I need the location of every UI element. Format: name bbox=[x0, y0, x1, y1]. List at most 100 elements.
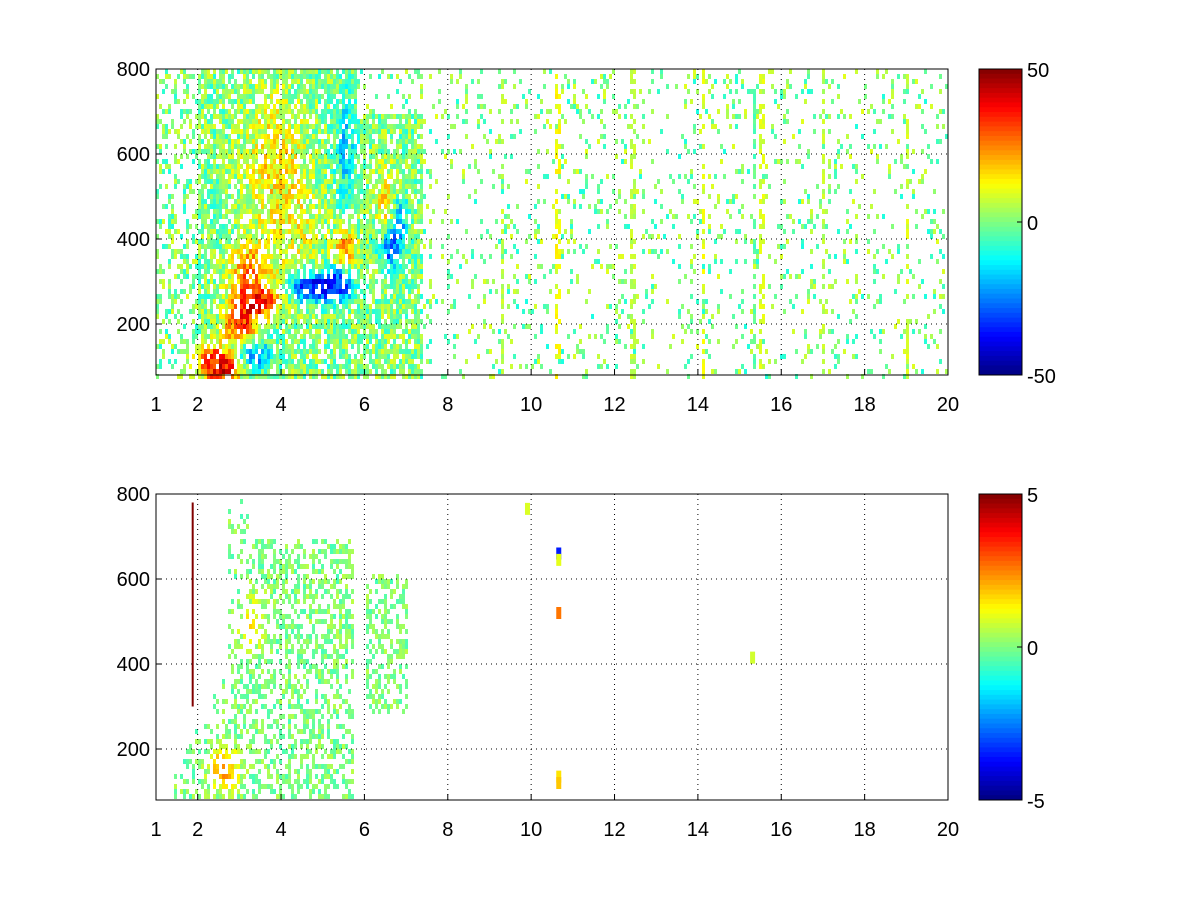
heatmap-cell bbox=[246, 109, 249, 114]
heatmap-cell bbox=[699, 114, 702, 119]
heatmap-cell bbox=[228, 219, 231, 224]
heatmap-cell bbox=[222, 234, 225, 239]
heatmap-cell bbox=[390, 329, 393, 334]
heatmap-cell bbox=[219, 279, 222, 284]
heatmap-cell bbox=[252, 94, 255, 99]
heatmap-cell bbox=[702, 374, 705, 379]
heatmap-cell bbox=[243, 359, 246, 364]
heatmap-cell bbox=[276, 79, 279, 84]
heatmap-cell bbox=[498, 139, 501, 144]
heatmap-cell bbox=[177, 74, 180, 79]
heatmap-cell bbox=[171, 309, 174, 314]
heatmap-cell bbox=[255, 104, 258, 109]
heatmap-cell bbox=[693, 254, 696, 259]
heatmap-cell bbox=[348, 69, 351, 74]
heatmap-cell bbox=[213, 294, 216, 299]
heatmap-cell bbox=[558, 119, 561, 124]
heatmap-cell bbox=[192, 319, 195, 324]
heatmap-cell bbox=[348, 89, 351, 94]
heatmap-cell bbox=[315, 374, 318, 379]
heatmap-cell bbox=[297, 369, 300, 374]
heatmap-cell bbox=[759, 359, 762, 364]
heatmap-cell bbox=[261, 134, 264, 139]
heatmap-cell bbox=[339, 209, 342, 214]
heatmap-cell bbox=[384, 139, 387, 144]
heatmap-cell bbox=[294, 324, 297, 329]
heatmap-cell bbox=[255, 294, 258, 299]
heatmap-cell bbox=[252, 119, 255, 124]
heatmap-cell bbox=[414, 109, 417, 114]
heatmap-cell bbox=[693, 124, 696, 129]
heatmap-cell bbox=[606, 364, 609, 369]
heatmap-cell bbox=[270, 184, 273, 189]
heatmap-cell bbox=[411, 374, 414, 379]
heatmap-cell bbox=[249, 339, 252, 344]
heatmap-cell bbox=[309, 219, 312, 224]
heatmap-cell bbox=[558, 254, 561, 259]
heatmap-cell bbox=[564, 74, 567, 79]
heatmap-cell bbox=[231, 159, 234, 164]
heatmap-cell bbox=[288, 94, 291, 99]
heatmap-cell bbox=[630, 69, 633, 74]
heatmap-cell bbox=[306, 294, 309, 299]
heatmap-cell bbox=[309, 319, 312, 324]
heatmap-cell bbox=[312, 239, 315, 244]
heatmap-cell bbox=[198, 144, 201, 149]
heatmap-cell bbox=[324, 74, 327, 79]
heatmap-cell bbox=[444, 154, 447, 159]
heatmap-cell bbox=[306, 179, 309, 184]
heatmap-cell bbox=[231, 254, 234, 259]
heatmap-cell bbox=[540, 264, 543, 269]
heatmap-cell bbox=[417, 299, 420, 304]
heatmap-cell bbox=[633, 69, 636, 74]
heatmap-cell bbox=[300, 339, 303, 344]
heatmap-cell bbox=[249, 209, 252, 214]
heatmap-cell bbox=[318, 339, 321, 344]
heatmap-cell bbox=[162, 129, 165, 134]
heatmap-cell bbox=[291, 339, 294, 344]
heatmap-cell bbox=[312, 149, 315, 154]
heatmap-cell bbox=[207, 259, 210, 264]
heatmap-cell bbox=[369, 234, 372, 239]
heatmap-cell bbox=[429, 359, 432, 364]
heatmap-cell bbox=[414, 179, 417, 184]
heatmap-cell bbox=[342, 69, 345, 74]
heatmap-cell bbox=[459, 369, 462, 374]
heatmap-cell bbox=[387, 359, 390, 364]
heatmap-cell bbox=[183, 364, 186, 369]
heatmap-cell bbox=[321, 194, 324, 199]
heatmap-cell bbox=[237, 69, 240, 74]
heatmap-cell bbox=[285, 164, 288, 169]
heatmap-cell bbox=[408, 284, 411, 289]
heatmap-cell bbox=[447, 269, 450, 274]
heatmap-cell bbox=[396, 159, 399, 164]
heatmap-cell bbox=[261, 349, 264, 354]
heatmap-cell bbox=[369, 339, 372, 344]
heatmap-cell bbox=[249, 79, 252, 84]
heatmap-cell bbox=[273, 69, 276, 74]
heatmap-cell bbox=[468, 194, 471, 199]
heatmap-cell bbox=[225, 169, 228, 174]
heatmap-cell bbox=[384, 219, 387, 224]
heatmap-cell bbox=[702, 254, 705, 259]
heatmap-cell bbox=[330, 154, 333, 159]
heatmap-cell bbox=[282, 179, 285, 184]
heatmap-cell bbox=[225, 359, 228, 364]
heatmap-cell bbox=[282, 134, 285, 139]
heatmap-cell bbox=[402, 159, 405, 164]
heatmap-cell bbox=[348, 179, 351, 184]
heatmap-cell bbox=[339, 149, 342, 154]
heatmap-cell bbox=[282, 274, 285, 279]
heatmap-cell bbox=[675, 214, 678, 219]
heatmap-cell bbox=[300, 264, 303, 269]
heatmap-cell bbox=[171, 304, 174, 309]
heatmap-cell bbox=[246, 89, 249, 94]
heatmap-cell bbox=[342, 314, 345, 319]
heatmap-cell bbox=[237, 159, 240, 164]
heatmap-cell bbox=[321, 129, 324, 134]
heatmap-cell bbox=[213, 239, 216, 244]
heatmap-cell bbox=[237, 139, 240, 144]
heatmap-cell bbox=[729, 214, 732, 219]
heatmap-cell bbox=[294, 284, 297, 289]
heatmap-cell bbox=[393, 249, 396, 254]
